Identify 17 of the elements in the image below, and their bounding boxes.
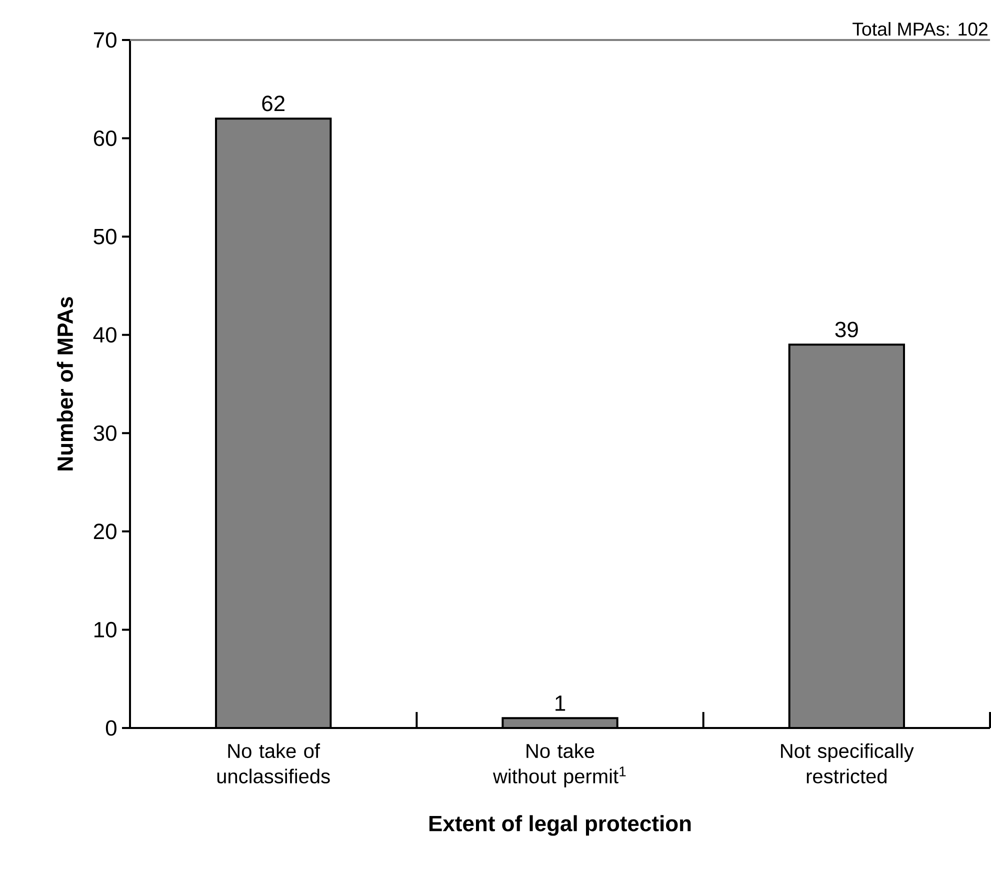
- data-label: 1: [556, 696, 566, 711]
- y-tick-label: 10: [94, 622, 116, 638]
- x-tick-label: No take without permit$^{1}$: [492, 743, 626, 788]
- y-tick-label: 0: [106, 720, 116, 736]
- text: Total MPAs: 102: [852, 22, 988, 36]
- x-tick-label: Not specifically restricted: [781, 743, 914, 784]
- y-tick-label: 50: [94, 228, 116, 244]
- data-label: 62: [262, 96, 284, 112]
- y-tick-label: 40: [93, 327, 116, 343]
- y-tick-label: 70: [94, 32, 116, 48]
- x-axis-title: Extent of legal protection: [429, 815, 691, 836]
- x-tick-label: No take of unclassifieds: [217, 743, 330, 784]
- y-axis-title: Number of MPAs: [56, 297, 73, 470]
- data-label: 39: [835, 322, 858, 338]
- y-tick-label: 30: [94, 425, 116, 441]
- y-tick-label: 20: [94, 524, 116, 540]
- y-tick-label: 60: [94, 130, 116, 146]
